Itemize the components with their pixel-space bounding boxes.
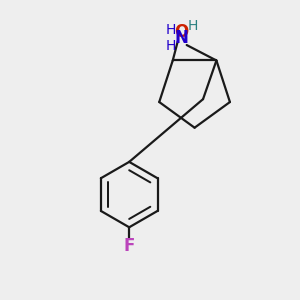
Text: N: N — [174, 29, 188, 47]
Text: O: O — [175, 23, 189, 41]
Text: H: H — [166, 39, 176, 53]
Text: F: F — [124, 237, 135, 255]
Text: H: H — [166, 23, 176, 37]
Text: H: H — [188, 19, 198, 33]
